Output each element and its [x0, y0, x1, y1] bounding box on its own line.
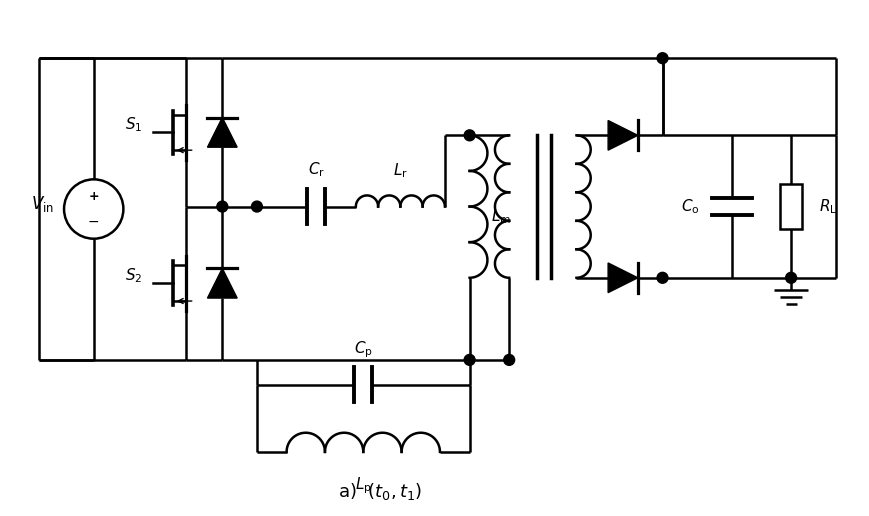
- Circle shape: [464, 354, 474, 365]
- Circle shape: [464, 130, 474, 141]
- Circle shape: [216, 201, 228, 212]
- Polygon shape: [207, 268, 237, 298]
- Text: $V_{\rm in}$: $V_{\rm in}$: [30, 194, 54, 214]
- Circle shape: [656, 272, 667, 283]
- Text: $R_{\rm L}$: $R_{\rm L}$: [818, 197, 836, 216]
- Circle shape: [251, 201, 262, 212]
- Text: $L_{\rm m}$: $L_{\rm m}$: [491, 207, 511, 226]
- Bar: [779, 184, 801, 229]
- Circle shape: [503, 354, 514, 365]
- Circle shape: [656, 53, 667, 63]
- Text: $C_{\rm p}$: $C_{\rm p}$: [354, 340, 372, 360]
- Polygon shape: [207, 118, 237, 147]
- Text: +: +: [89, 190, 99, 203]
- Polygon shape: [607, 121, 637, 150]
- Text: −: −: [88, 215, 99, 229]
- Circle shape: [785, 272, 796, 283]
- Polygon shape: [607, 263, 637, 293]
- Text: $C_{\rm o}$: $C_{\rm o}$: [680, 197, 700, 216]
- Text: $S_2$: $S_2$: [124, 266, 142, 285]
- Text: a)  $(t_0,t_1)$: a) $(t_0,t_1)$: [338, 481, 422, 502]
- Text: $C_{\rm r}$: $C_{\rm r}$: [308, 160, 324, 179]
- Text: $L_{\rm p}$: $L_{\rm p}$: [355, 476, 371, 496]
- Text: $S_1$: $S_1$: [124, 115, 142, 134]
- Text: $L_{\rm r}$: $L_{\rm r}$: [393, 161, 408, 180]
